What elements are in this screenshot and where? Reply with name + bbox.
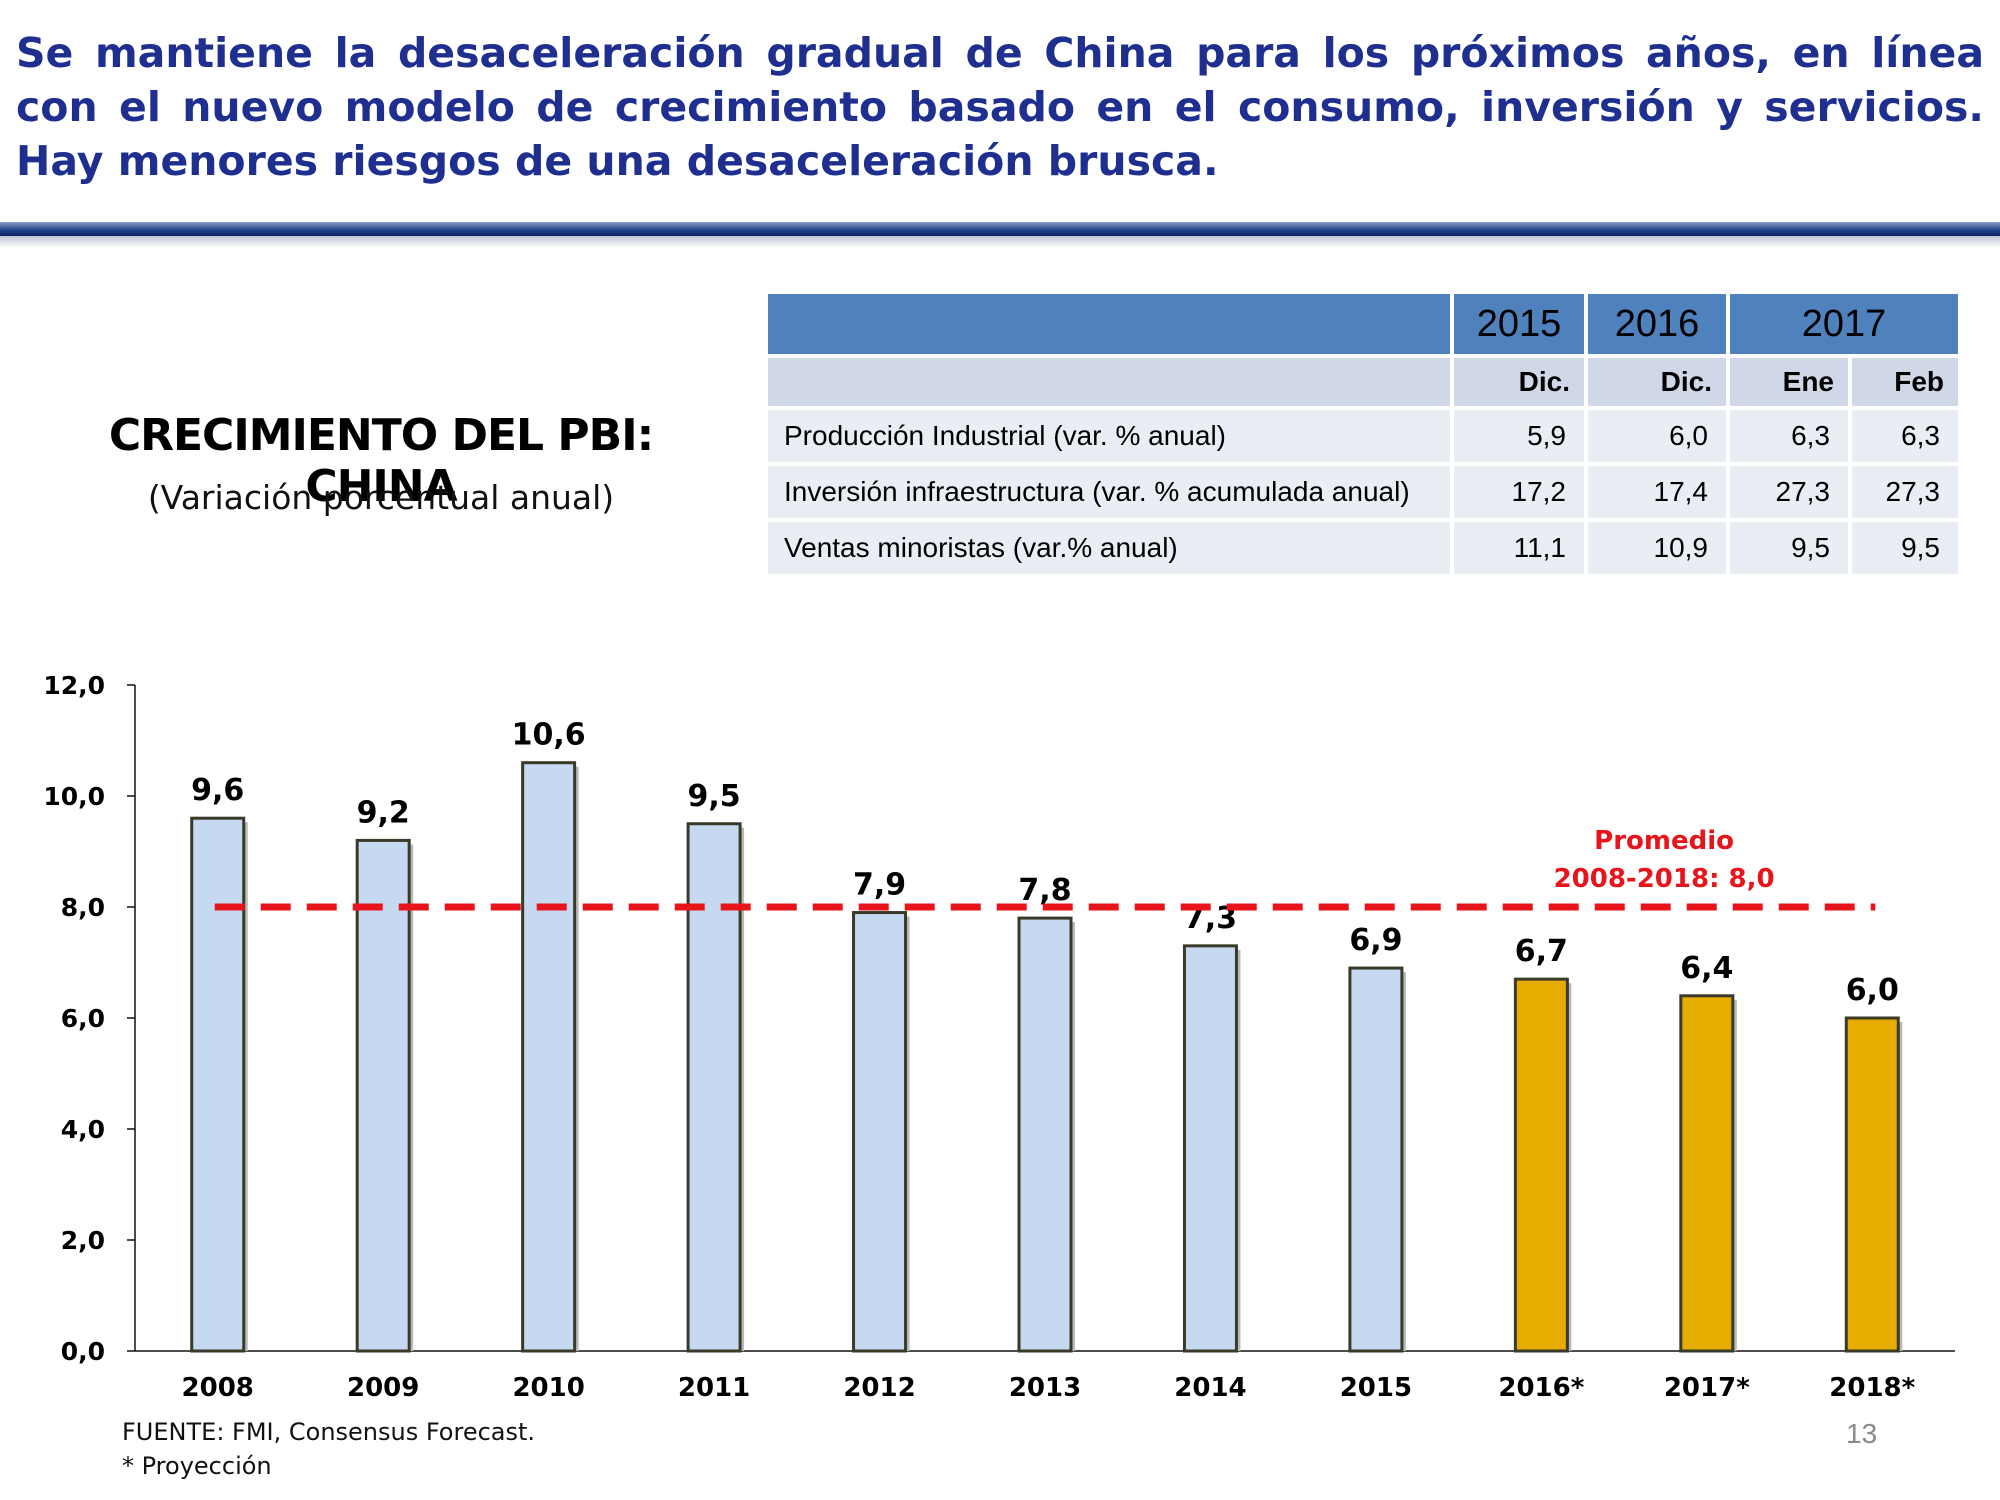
x-tick-label: 2010 — [512, 1373, 584, 1403]
average-label: Promedio — [1594, 826, 1734, 856]
table-month: Ene — [1730, 358, 1848, 406]
x-tick-label: 2017* — [1664, 1373, 1750, 1403]
bar — [521, 761, 577, 1353]
y-tick-label: 12,0 — [43, 671, 105, 700]
table-row: Ventas minoristas (var.% anual) 11,1 10,… — [768, 522, 1958, 574]
page-number: 13 — [1846, 1418, 1878, 1449]
projection-note: * Proyección — [122, 1452, 272, 1480]
table-month: Feb — [1852, 358, 1958, 406]
x-tick-label: 2008 — [182, 1373, 254, 1403]
table-cell: 17,4 — [1588, 466, 1726, 518]
bar-value-label: 9,2 — [357, 795, 410, 830]
bar-value-label: 6,7 — [1515, 934, 1568, 969]
x-tick-label: 2012 — [843, 1373, 915, 1403]
bar — [190, 816, 246, 1353]
table-row-label: Producción Industrial (var. % anual) — [768, 410, 1450, 462]
x-tick-label: 2016* — [1498, 1373, 1584, 1403]
table-cell: 11,1 — [1454, 522, 1584, 574]
gdp-bar-chart: 0,0 2,0 4,0 6,0 8,0 10,0 12,0 9,6 2008 9,2 2009 10,… — [43, 671, 1955, 1403]
chart-title: CRECIMIENTO DEL PBI: CHINA — [108, 410, 654, 512]
bar-value-label: 6,4 — [1680, 951, 1733, 986]
bar — [1844, 1016, 1900, 1353]
bar-value-label: 9,6 — [191, 773, 244, 808]
bar — [852, 911, 908, 1353]
table-row: Inversión infraestructura (var. % acumul… — [768, 466, 1958, 518]
y-tick-label: 2,0 — [61, 1226, 105, 1255]
table-year-header-row: 2015 2016 2017 — [768, 294, 1958, 354]
header-divider-shadow — [0, 236, 2000, 248]
bar — [355, 838, 411, 1353]
table-month: Dic. — [1588, 358, 1726, 406]
table-year-2015: 2015 — [1454, 294, 1584, 354]
bar — [1513, 977, 1569, 1353]
bar-value-label: 9,5 — [688, 779, 741, 814]
table-month-header-row: Dic. Dic. Ene Feb — [768, 358, 1958, 406]
bar — [686, 822, 742, 1353]
table-cell: 10,9 — [1588, 522, 1726, 574]
table-header-blank — [768, 294, 1450, 354]
bar-value-label: 6,0 — [1846, 973, 1899, 1008]
bar — [1679, 994, 1735, 1353]
x-tick-label: 2014 — [1174, 1373, 1246, 1403]
bar — [1348, 966, 1404, 1353]
x-tick-label: 2009 — [347, 1373, 419, 1403]
y-tick-label: 8,0 — [61, 893, 105, 922]
bar-value-label: 10,6 — [512, 718, 586, 753]
table-cell: 6,0 — [1588, 410, 1726, 462]
table-month: Dic. — [1454, 358, 1584, 406]
y-tick-label: 10,0 — [43, 782, 105, 811]
x-tick-label: 2018* — [1829, 1373, 1915, 1403]
y-tick-label: 6,0 — [61, 1004, 105, 1033]
chart-subtitle: (Variación porcentual anual) — [147, 478, 615, 517]
y-tick-label: 4,0 — [61, 1115, 105, 1144]
table-cell: 27,3 — [1730, 466, 1848, 518]
x-tick-label: 2015 — [1340, 1373, 1412, 1403]
table-cell: 17,2 — [1454, 466, 1584, 518]
table-cell: 6,3 — [1852, 410, 1958, 462]
table-row-label: Ventas minoristas (var.% anual) — [768, 522, 1450, 574]
table-cell: 9,5 — [1730, 522, 1848, 574]
source-note: FUENTE: FMI, Consensus Forecast. — [122, 1418, 536, 1446]
indicators-table: 2015 2016 2017 Dic. Dic. Ene Feb Producc… — [764, 290, 1962, 578]
y-tick-label: 0,0 — [61, 1337, 105, 1366]
bar — [1182, 944, 1238, 1353]
x-tick-label: 2011 — [678, 1373, 750, 1403]
table-row-label: Inversión infraestructura (var. % acumul… — [768, 466, 1450, 518]
header-divider — [0, 222, 2000, 236]
table-row: Producción Industrial (var. % anual) 5,9… — [768, 410, 1958, 462]
average-label: 2008-2018: 8,0 — [1554, 864, 1775, 894]
bar-value-label: 7,9 — [853, 868, 906, 903]
table-cell: 27,3 — [1852, 466, 1958, 518]
table-year-2016: 2016 — [1588, 294, 1726, 354]
table-subheader-blank — [768, 358, 1450, 406]
table-cell: 6,3 — [1730, 410, 1848, 462]
bar — [1017, 916, 1073, 1353]
headline: Se mantiene la desaceleración gradual de… — [16, 29, 1984, 185]
table-year-2017: 2017 — [1730, 294, 1958, 354]
bar-value-label: 6,9 — [1349, 923, 1402, 958]
table-cell: 9,5 — [1852, 522, 1958, 574]
table-cell: 5,9 — [1454, 410, 1584, 462]
x-tick-label: 2013 — [1009, 1373, 1081, 1403]
bar-value-label: 7,8 — [1018, 873, 1071, 908]
